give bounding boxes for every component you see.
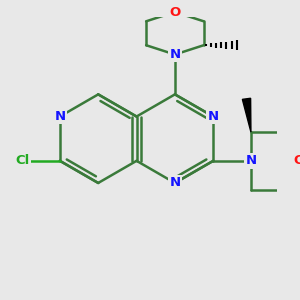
Text: O: O — [293, 154, 300, 167]
Text: N: N — [245, 154, 256, 167]
Text: N: N — [54, 110, 65, 123]
Text: N: N — [169, 48, 181, 61]
Text: Cl: Cl — [15, 154, 29, 167]
Text: N: N — [169, 176, 181, 190]
Text: O: O — [169, 5, 181, 19]
Text: N: N — [208, 110, 219, 123]
Polygon shape — [242, 98, 251, 132]
